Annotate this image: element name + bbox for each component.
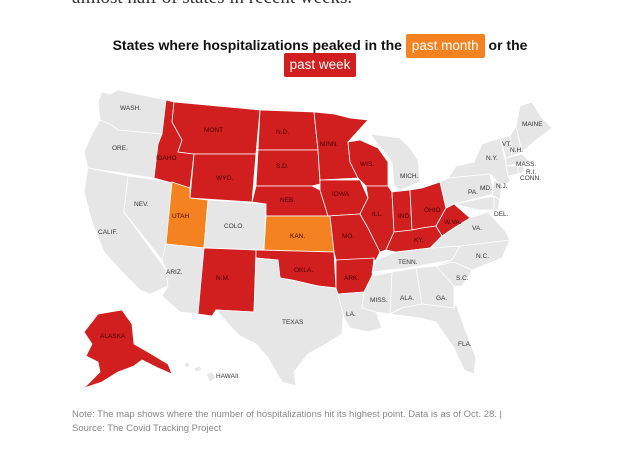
label-mich: MICH. [400, 173, 419, 180]
label-mont: MONT [204, 127, 223, 134]
label-hawaii: HAWAII [216, 373, 239, 380]
state-texas [215, 257, 345, 387]
label-tenn: TENN. [398, 259, 418, 266]
label-ark: ARK. [344, 275, 359, 282]
label-ind: IND. [398, 213, 411, 220]
state-maine [515, 101, 553, 153]
label-texas: TEXAS [282, 319, 304, 326]
label-okla: OKLA. [294, 267, 313, 274]
label-sd: S.D. [276, 163, 289, 170]
label-maine: MAINE [522, 121, 543, 128]
label-wash: WASH. [120, 105, 141, 112]
state-ri [517, 165, 525, 175]
label-ga: GA. [436, 295, 447, 302]
intro-text: almost half of states in recent weeks. [72, 0, 352, 9]
label-colo: COLO. [224, 223, 244, 230]
label-wyo: WYO. [216, 175, 234, 182]
label-nh: N.H. [510, 147, 523, 154]
footnote: Note: The map shows where the number of … [72, 408, 572, 436]
label-ky: KY. [414, 237, 424, 244]
state-ga [415, 265, 455, 309]
label-ala: ALA. [400, 295, 414, 302]
headline-line-1: States where hospitalizations peaked in … [0, 34, 640, 58]
state-ariz [161, 243, 205, 315]
label-miss: MISS. [370, 297, 388, 304]
label-ri: R.I. [526, 169, 536, 176]
label-utah: UTAH [172, 213, 190, 220]
label-sc: S.C. [456, 275, 469, 282]
label-fla: FLA. [458, 341, 472, 348]
headline-text-before: States where hospitalizations peaked in … [112, 37, 402, 53]
headline-text-between: or the [488, 37, 528, 53]
label-iowa: IOWA [332, 191, 350, 198]
note-text: Note: The map shows where the number of … [72, 409, 503, 420]
state-md [453, 195, 495, 211]
label-pa: PA. [468, 189, 478, 196]
label-ill: ILL. [372, 211, 383, 218]
label-la: LA. [346, 311, 356, 318]
state-iowa [319, 179, 369, 217]
state-hawaii-3 [205, 371, 217, 383]
label-nj: N.J. [496, 183, 508, 190]
state-labels: WASH. ORE. CALIF. NEV. IDAHO MONT WYO. U… [98, 105, 543, 380]
label-ariz: ARIZ. [166, 269, 183, 276]
legend-past-month: past month [405, 34, 485, 58]
label-nm: N.M. [216, 275, 230, 282]
state-hawaii-2 [193, 365, 203, 373]
state-nm [197, 247, 257, 317]
label-vt: VT. [502, 141, 512, 148]
state-sd [255, 149, 321, 187]
label-calif: CALIF. [98, 229, 118, 236]
label-wis: WIS. [360, 161, 374, 168]
label-wva: W.VA. [444, 219, 462, 226]
source-text: Source: The Covid Tracking Project [72, 423, 222, 434]
label-minn: MINN. [320, 141, 339, 148]
label-neb: NEB. [280, 197, 295, 204]
state-ill [359, 185, 395, 253]
label-ohio: OHIO [424, 207, 441, 214]
map-headline: States where hospitalizations peaked in … [0, 34, 640, 77]
label-mass: MASS. [516, 161, 536, 168]
label-nev: NEV. [134, 201, 149, 208]
label-md: MD. [480, 185, 492, 192]
label-ore: ORE. [112, 145, 128, 152]
label-alaska: ALASKA [100, 333, 126, 340]
label-va: VA. [472, 225, 482, 232]
state-mich [369, 133, 421, 191]
state-mass [505, 153, 531, 167]
label-del: DEL. [494, 211, 509, 218]
us-map: WASH. ORE. CALIF. NEV. IDAHO MONT WYO. U… [83, 89, 553, 389]
state-alaska [83, 309, 173, 389]
headline-line-2: past week [0, 53, 640, 77]
label-nc: N.C. [476, 253, 489, 260]
label-mo: MO. [342, 233, 354, 240]
state-fla [388, 302, 477, 375]
label-nd: N.D. [276, 129, 289, 136]
state-del [493, 195, 501, 211]
label-idaho: IDAHO [156, 155, 177, 162]
legend-past-week: past week [283, 53, 357, 77]
label-conn: CONN. [520, 175, 541, 182]
label-ny: N.Y. [486, 155, 498, 162]
label-kan: KAN. [290, 233, 305, 240]
state-hawaii-1 [183, 361, 191, 369]
